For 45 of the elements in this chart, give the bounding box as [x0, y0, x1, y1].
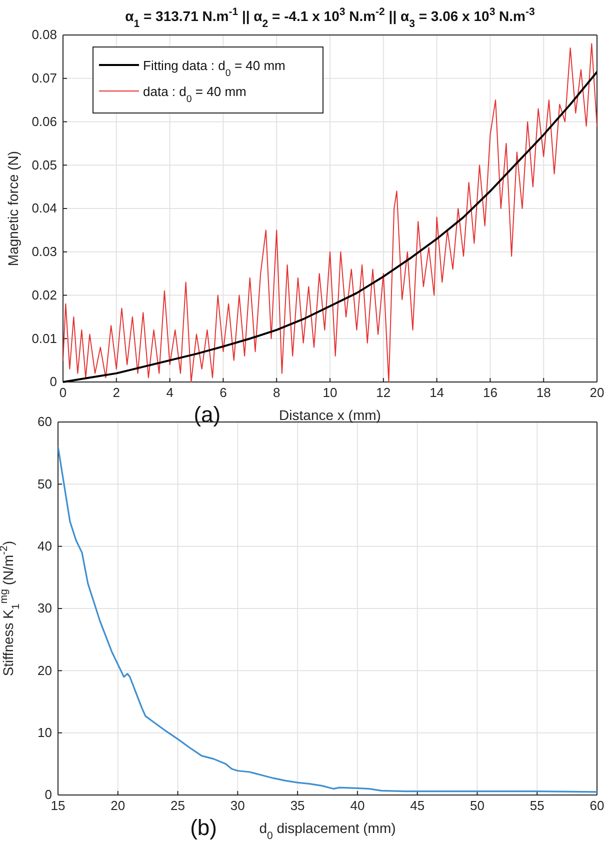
x-tick-label: 50 [470, 798, 484, 814]
x-tick-label: 0 [59, 385, 67, 400]
x-tick-label: 40 [350, 798, 365, 814]
legend-label: data : d$_{0}$ = 40 mm [143, 84, 246, 104]
y-tick-label: 20 [38, 662, 52, 678]
x-tick-label: 30 [230, 798, 245, 814]
y-tick-label: 0.08 [32, 27, 57, 42]
y-tick-label: 30 [38, 600, 52, 616]
chart-title: α$_{1}$ = 313.71 N.m$^{-1}$ || α$_{2}$ = -4.1 x 10$^{3}$ N.m$^{-2}$ || α$_{3}$ = 3.06 x 10$^{3}$ N.m$^{-3}$ [125, 6, 535, 30]
y-tick-label: 0 [44, 787, 52, 802]
y-tick-label: 0.04 [32, 200, 57, 216]
x-tick-label: 35 [290, 798, 305, 814]
y-tick-label: 40 [38, 538, 52, 554]
y-tick-label: 0.03 [32, 244, 57, 260]
x-tick-label: 14 [430, 385, 444, 400]
x-tick-label: 2 [112, 385, 120, 400]
y-tick-label: 0.06 [32, 114, 57, 129]
x-tick-label: 12 [376, 385, 391, 400]
x-axis-title: Distance x (mm) [279, 407, 381, 423]
y-axis-title: Magnetic force (N) [5, 150, 21, 266]
y-tick-label: 0.07 [32, 70, 57, 86]
x-tick-label: 60 [590, 798, 604, 814]
x-tick-label: 10 [322, 385, 338, 400]
x-tick-label: 15 [50, 798, 66, 814]
x-tick-label: 25 [170, 798, 186, 814]
x-tick-label: 20 [590, 385, 604, 400]
y-tick-label: 0.05 [32, 157, 57, 172]
line-series [58, 446, 597, 793]
y-tick-label: 10 [38, 724, 52, 740]
x-axis-title: d$_{0}$ displacement (mm) [259, 820, 396, 842]
x-tick-label: 45 [410, 798, 425, 814]
x-tick-label: 8 [272, 385, 280, 400]
x-tick-label: 55 [530, 798, 544, 814]
x-tick-label: 4 [166, 385, 174, 400]
x-tick-label: 16 [482, 385, 498, 400]
y-tick-label: 60 [38, 414, 52, 430]
y-tick-label: 0 [50, 374, 57, 390]
legend-label: Fitting data : d$_{0}$ = 40 mm [143, 58, 286, 78]
text: (b) [190, 815, 217, 840]
y-tick-label: 50 [38, 476, 52, 492]
x-tick-label: 18 [536, 385, 551, 400]
y-tick-label: 0.02 [32, 287, 57, 302]
x-tick-label: 6 [220, 385, 227, 400]
y-tick-label: 0.01 [32, 330, 57, 346]
x-tick-label: 20 [110, 798, 126, 814]
